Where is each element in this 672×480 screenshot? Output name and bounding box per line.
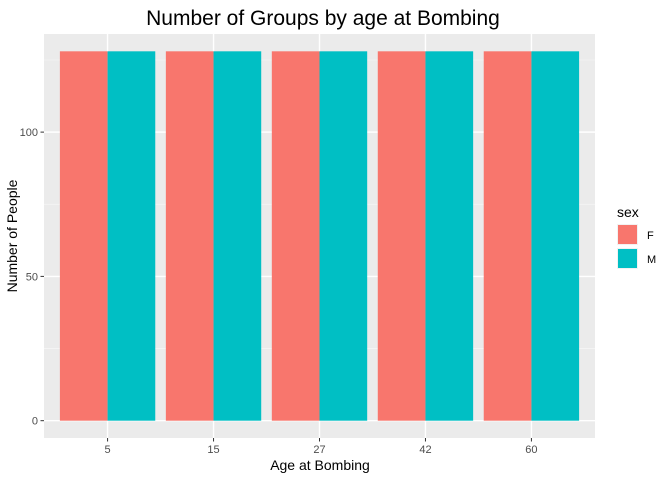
x-tick-label: 60: [525, 444, 537, 456]
x-tick-label: 5: [105, 444, 111, 456]
bar-F-42: [377, 51, 426, 421]
legend-label-F: F: [647, 230, 654, 242]
y-tick-label: 100: [20, 127, 38, 139]
bar-F-15: [165, 51, 214, 421]
bar-M-42: [425, 51, 474, 421]
bar-F-27: [271, 51, 320, 421]
bar-F-5: [59, 51, 108, 421]
legend-title: sex: [617, 204, 639, 220]
y-tick-label: 50: [26, 271, 38, 283]
chart-title: Number of Groups by age at Bombing: [146, 7, 500, 30]
bar-M-27: [319, 51, 368, 421]
x-axis: 5 15 27 42 60: [105, 438, 538, 456]
legend-swatch-F: [618, 225, 637, 244]
legend: sex FM: [617, 204, 656, 269]
bar-M-60: [531, 51, 580, 421]
y-axis: 0 50 100: [20, 127, 44, 428]
y-axis-title: Number of People: [4, 179, 20, 292]
bar-M-15: [213, 51, 262, 421]
x-tick-label: 27: [313, 444, 325, 456]
legend-swatch-M: [618, 249, 637, 268]
y-tick-label: 0: [32, 416, 38, 428]
bar-M-5: [107, 51, 156, 421]
x-tick-label: 42: [419, 444, 431, 456]
bars-group: [59, 51, 580, 421]
bar-F-60: [483, 51, 532, 421]
legend-label-M: M: [647, 254, 656, 266]
x-tick-label: 15: [207, 444, 219, 456]
x-axis-title: Age at Bombing: [270, 457, 370, 473]
